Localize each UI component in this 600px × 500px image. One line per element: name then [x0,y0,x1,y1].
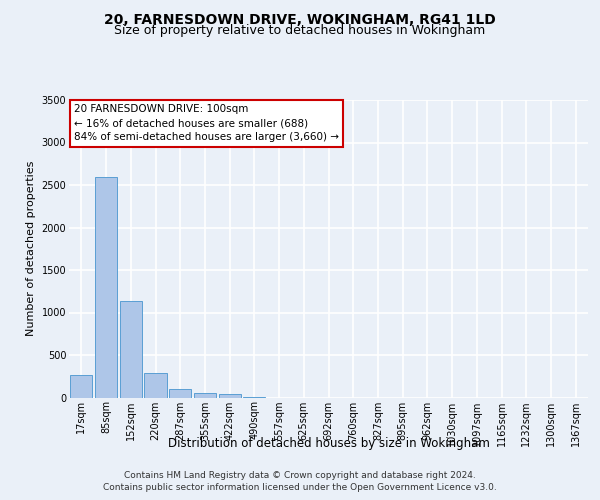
Bar [95,176,117,398]
Bar [218,394,241,398]
Text: Size of property relative to detached houses in Wokingham: Size of property relative to detached ho… [115,24,485,37]
Text: Contains public sector information licensed under the Open Government Licence v3: Contains public sector information licen… [103,484,497,492]
Text: 20, FARNESDOWN DRIVE, WOKINGHAM, RG41 1LD: 20, FARNESDOWN DRIVE, WOKINGHAM, RG41 1L… [104,12,496,26]
Text: Distribution of detached houses by size in Wokingham: Distribution of detached houses by size … [168,438,490,450]
Y-axis label: Number of detached properties: Number of detached properties [26,161,36,336]
Bar [169,390,191,398]
Text: Contains HM Land Registry data © Crown copyright and database right 2024.: Contains HM Land Registry data © Crown c… [124,471,476,480]
Bar [119,302,142,398]
Bar [70,374,92,398]
Bar [145,373,167,398]
Bar [194,393,216,398]
Text: 20 FARNESDOWN DRIVE: 100sqm
← 16% of detached houses are smaller (688)
84% of se: 20 FARNESDOWN DRIVE: 100sqm ← 16% of det… [74,104,339,142]
